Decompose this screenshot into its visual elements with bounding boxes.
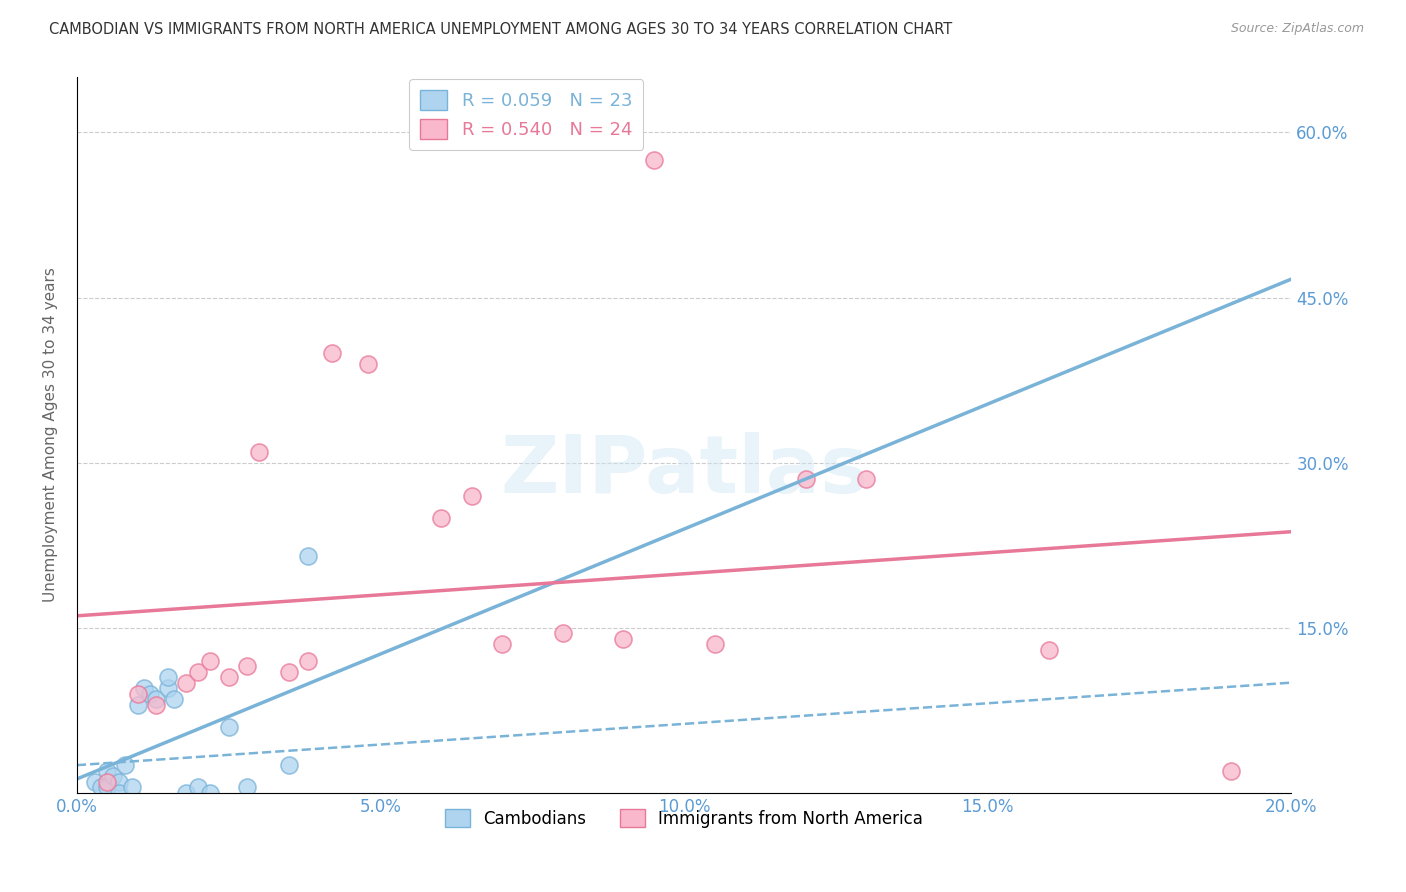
Point bbox=[127, 698, 149, 712]
Point bbox=[163, 692, 186, 706]
Point bbox=[218, 670, 240, 684]
Point bbox=[278, 758, 301, 772]
Legend: Cambodians, Immigrants from North America: Cambodians, Immigrants from North Americ… bbox=[439, 803, 929, 834]
Point bbox=[132, 681, 155, 695]
Point bbox=[218, 720, 240, 734]
Point bbox=[612, 632, 634, 646]
Point bbox=[460, 489, 482, 503]
Point bbox=[145, 698, 167, 712]
Point bbox=[236, 780, 259, 794]
Point bbox=[551, 626, 574, 640]
Point bbox=[174, 786, 197, 800]
Point bbox=[297, 654, 319, 668]
Point bbox=[855, 472, 877, 486]
Point bbox=[187, 780, 209, 794]
Point bbox=[1219, 764, 1241, 778]
Text: ZIPatlas: ZIPatlas bbox=[501, 432, 869, 510]
Point bbox=[84, 774, 107, 789]
Point bbox=[121, 780, 143, 794]
Point bbox=[357, 357, 380, 371]
Point bbox=[703, 637, 725, 651]
Point bbox=[491, 637, 513, 651]
Point bbox=[103, 769, 125, 783]
Point bbox=[200, 654, 222, 668]
Point bbox=[278, 665, 301, 679]
Point bbox=[200, 786, 222, 800]
Point bbox=[297, 549, 319, 563]
Text: CAMBODIAN VS IMMIGRANTS FROM NORTH AMERICA UNEMPLOYMENT AMONG AGES 30 TO 34 YEAR: CAMBODIAN VS IMMIGRANTS FROM NORTH AMERI… bbox=[49, 22, 952, 37]
Point bbox=[156, 670, 179, 684]
Point bbox=[114, 758, 136, 772]
Point bbox=[187, 665, 209, 679]
Point bbox=[96, 764, 118, 778]
Point bbox=[127, 687, 149, 701]
Point bbox=[430, 510, 453, 524]
Point bbox=[108, 786, 131, 800]
Point bbox=[1038, 642, 1060, 657]
Point bbox=[96, 774, 118, 789]
Point bbox=[96, 780, 118, 794]
Point bbox=[794, 472, 817, 486]
Point bbox=[139, 687, 162, 701]
Point bbox=[145, 692, 167, 706]
Point bbox=[156, 681, 179, 695]
Point bbox=[643, 153, 665, 167]
Point bbox=[108, 774, 131, 789]
Point bbox=[174, 675, 197, 690]
Point bbox=[236, 659, 259, 673]
Y-axis label: Unemployment Among Ages 30 to 34 years: Unemployment Among Ages 30 to 34 years bbox=[44, 268, 58, 602]
Point bbox=[247, 444, 270, 458]
Point bbox=[321, 345, 343, 359]
Point bbox=[90, 780, 112, 794]
Text: Source: ZipAtlas.com: Source: ZipAtlas.com bbox=[1230, 22, 1364, 36]
